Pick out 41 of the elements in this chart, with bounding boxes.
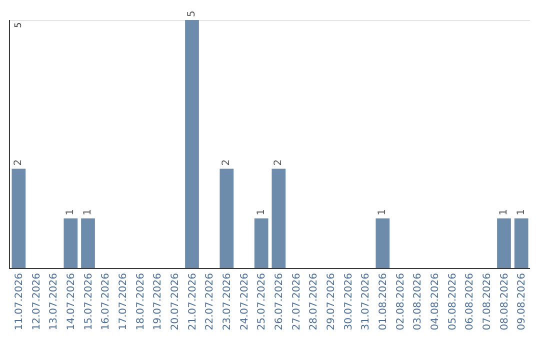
data-label: 2 (273, 159, 284, 166)
data-label: 1 (377, 209, 388, 216)
x-tick-label: 07.08.2026 (482, 273, 493, 330)
x-tick-label: 30.07.2026 (343, 273, 354, 330)
x-tick-label: 14.07.2026 (66, 273, 77, 330)
data-label: 1 (516, 209, 527, 216)
x-tick-label: 06.08.2026 (464, 273, 476, 330)
x-tick-label: 25.07.2026 (256, 273, 268, 330)
x-tick-label: 01.08.2026 (378, 273, 389, 330)
x-tick-label: 03.08.2026 (412, 273, 424, 330)
x-tick-label: 08.08.2026 (499, 273, 510, 330)
x-tick-label: 23.07.2026 (222, 273, 233, 330)
x-tick-label: 21.07.2026 (187, 273, 198, 330)
x-tick-label: 24.07.2026 (239, 273, 250, 330)
data-label: 5 (186, 10, 198, 17)
x-tick-label: 22.07.2026 (204, 273, 216, 330)
x-tick-label: 18.07.2026 (135, 273, 146, 330)
x-tick-label: 19.07.2026 (152, 273, 164, 330)
data-label: 1 (82, 209, 94, 216)
x-tick-label: 04.08.2026 (430, 273, 441, 330)
x-tick-label: 15.07.2026 (83, 273, 94, 330)
x-tick-label: 26.07.2026 (274, 273, 285, 330)
x-tick-label: 12.07.2026 (31, 273, 42, 330)
x-tick-label: 31.07.2026 (360, 273, 372, 330)
x-tick-label: 11.07.2026 (14, 273, 25, 330)
ref-line-label: 5 (14, 22, 24, 28)
x-tick-label: 02.08.2026 (395, 273, 406, 330)
x-tick-label: 05.08.2026 (447, 273, 458, 330)
x-tick-label: 17.07.2026 (118, 273, 129, 330)
data-label: 2 (221, 159, 232, 166)
data-label: 1 (65, 209, 76, 216)
x-tick-label: 09.08.2026 (516, 273, 528, 330)
x-tick-label: 28.07.2026 (308, 273, 320, 330)
x-tick-label: 13.07.2026 (48, 273, 60, 330)
data-label: 1 (498, 209, 510, 216)
data-label: 1 (256, 209, 267, 216)
x-tick-label: 20.07.2026 (170, 273, 181, 330)
x-tick-label: 16.07.2026 (100, 273, 112, 330)
x-tick-label: 27.07.2026 (291, 273, 302, 330)
data-label: 2 (13, 159, 24, 166)
x-tick-label: 29.07.2026 (326, 273, 337, 330)
